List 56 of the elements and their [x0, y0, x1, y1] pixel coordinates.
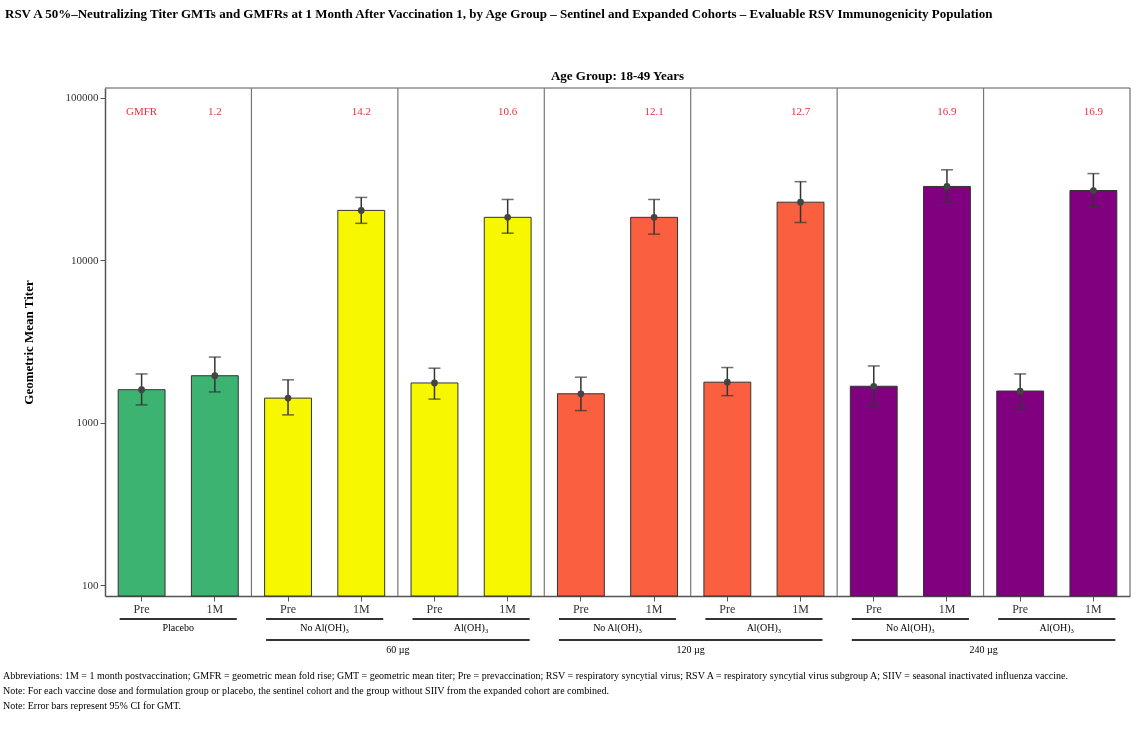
x-tick-label: Pre [133, 601, 150, 616]
annotation: 10.6 [498, 105, 518, 117]
annotation: GMFR [126, 105, 158, 117]
x-tick-label: Pre [426, 601, 443, 616]
annotation: 16.9 [937, 105, 958, 117]
x-tick-label: 1M [499, 601, 517, 616]
text: Al(OH)₃ [746, 622, 782, 634]
annotation: 12.7 [790, 105, 811, 117]
y-tick-label: 10000 [71, 253, 99, 266]
x-tick-label: 1M [645, 601, 663, 616]
annotation: 14.2 [351, 105, 371, 117]
text: Abbreviations: 1M = 1 month postvaccination; GMFR = geometric mean fold rise; GMT = geometric mean titer; Pre = prevaccination; RSV = respiratory syncytial virus; RSV A = respiratory syncytial virus subgroup A; SIIV = seasonal inactivated influenza vaccine. [3, 670, 1068, 681]
y-axis-title: Geometric Mean Titer [20, 280, 36, 405]
text: No Al(OH)₃ [885, 622, 935, 634]
point [723, 378, 731, 386]
point [650, 213, 658, 221]
text: Al(OH)₃ [1039, 622, 1075, 634]
chart-title: RSV A 50%–Neutralizing Titer GMTs and GMFRs at 1 Month After Vaccination 1, by Age Group – Sentinel and Expanded Cohorts – Evaluable RSV Immunogenicity Population [5, 6, 994, 21]
text: Note: For each vaccine dose and formulation group or placebo, the sentinel cohort and the group without SIIV from the expanded cohort are combined. [3, 685, 610, 696]
text: No Al(OH)₃ [593, 622, 642, 634]
text: Al(OH)₃ [453, 622, 489, 634]
x-tick-label: Pre [719, 601, 736, 616]
y-tick-label: 1000 [76, 416, 99, 429]
text: No Al(OH)₃ [300, 622, 350, 634]
point [870, 382, 878, 390]
text: Note: Error bars represent 95% CI for GMT. [3, 700, 182, 711]
x-tick-label: 1M [352, 601, 370, 616]
x-tick-label: 1M [206, 601, 224, 616]
point [138, 386, 145, 394]
x-tick-label: 1M [792, 601, 810, 616]
point [211, 372, 219, 380]
point [943, 183, 951, 190]
y-tick-label: 100 [82, 578, 99, 591]
x-tick-label: 1M [1085, 601, 1103, 616]
point [431, 379, 438, 387]
point [284, 394, 292, 402]
text: 60 µg [386, 644, 410, 655]
annotation: 12.1 [644, 105, 664, 117]
point [1090, 187, 1097, 194]
y-tick-label: 100000 [65, 91, 99, 104]
point [797, 198, 804, 206]
x-tick-label: Pre [572, 601, 589, 616]
point [504, 213, 512, 221]
point [577, 390, 585, 398]
text: 240 µg [969, 644, 998, 655]
x-tick-label: Pre [1012, 601, 1029, 616]
x-tick-label: Pre [865, 601, 882, 616]
point [1016, 387, 1024, 395]
x-tick-label: 1M [938, 601, 956, 616]
x-tick-label: Pre [280, 601, 297, 616]
annotation: 16.9 [1083, 105, 1104, 117]
text: Placebo [162, 622, 195, 633]
point [357, 207, 365, 214]
text: 120 µg [676, 644, 705, 655]
annotation: 1.2 [207, 105, 222, 117]
chart-subtitle: Age Group: 18-49 Years [550, 68, 685, 83]
